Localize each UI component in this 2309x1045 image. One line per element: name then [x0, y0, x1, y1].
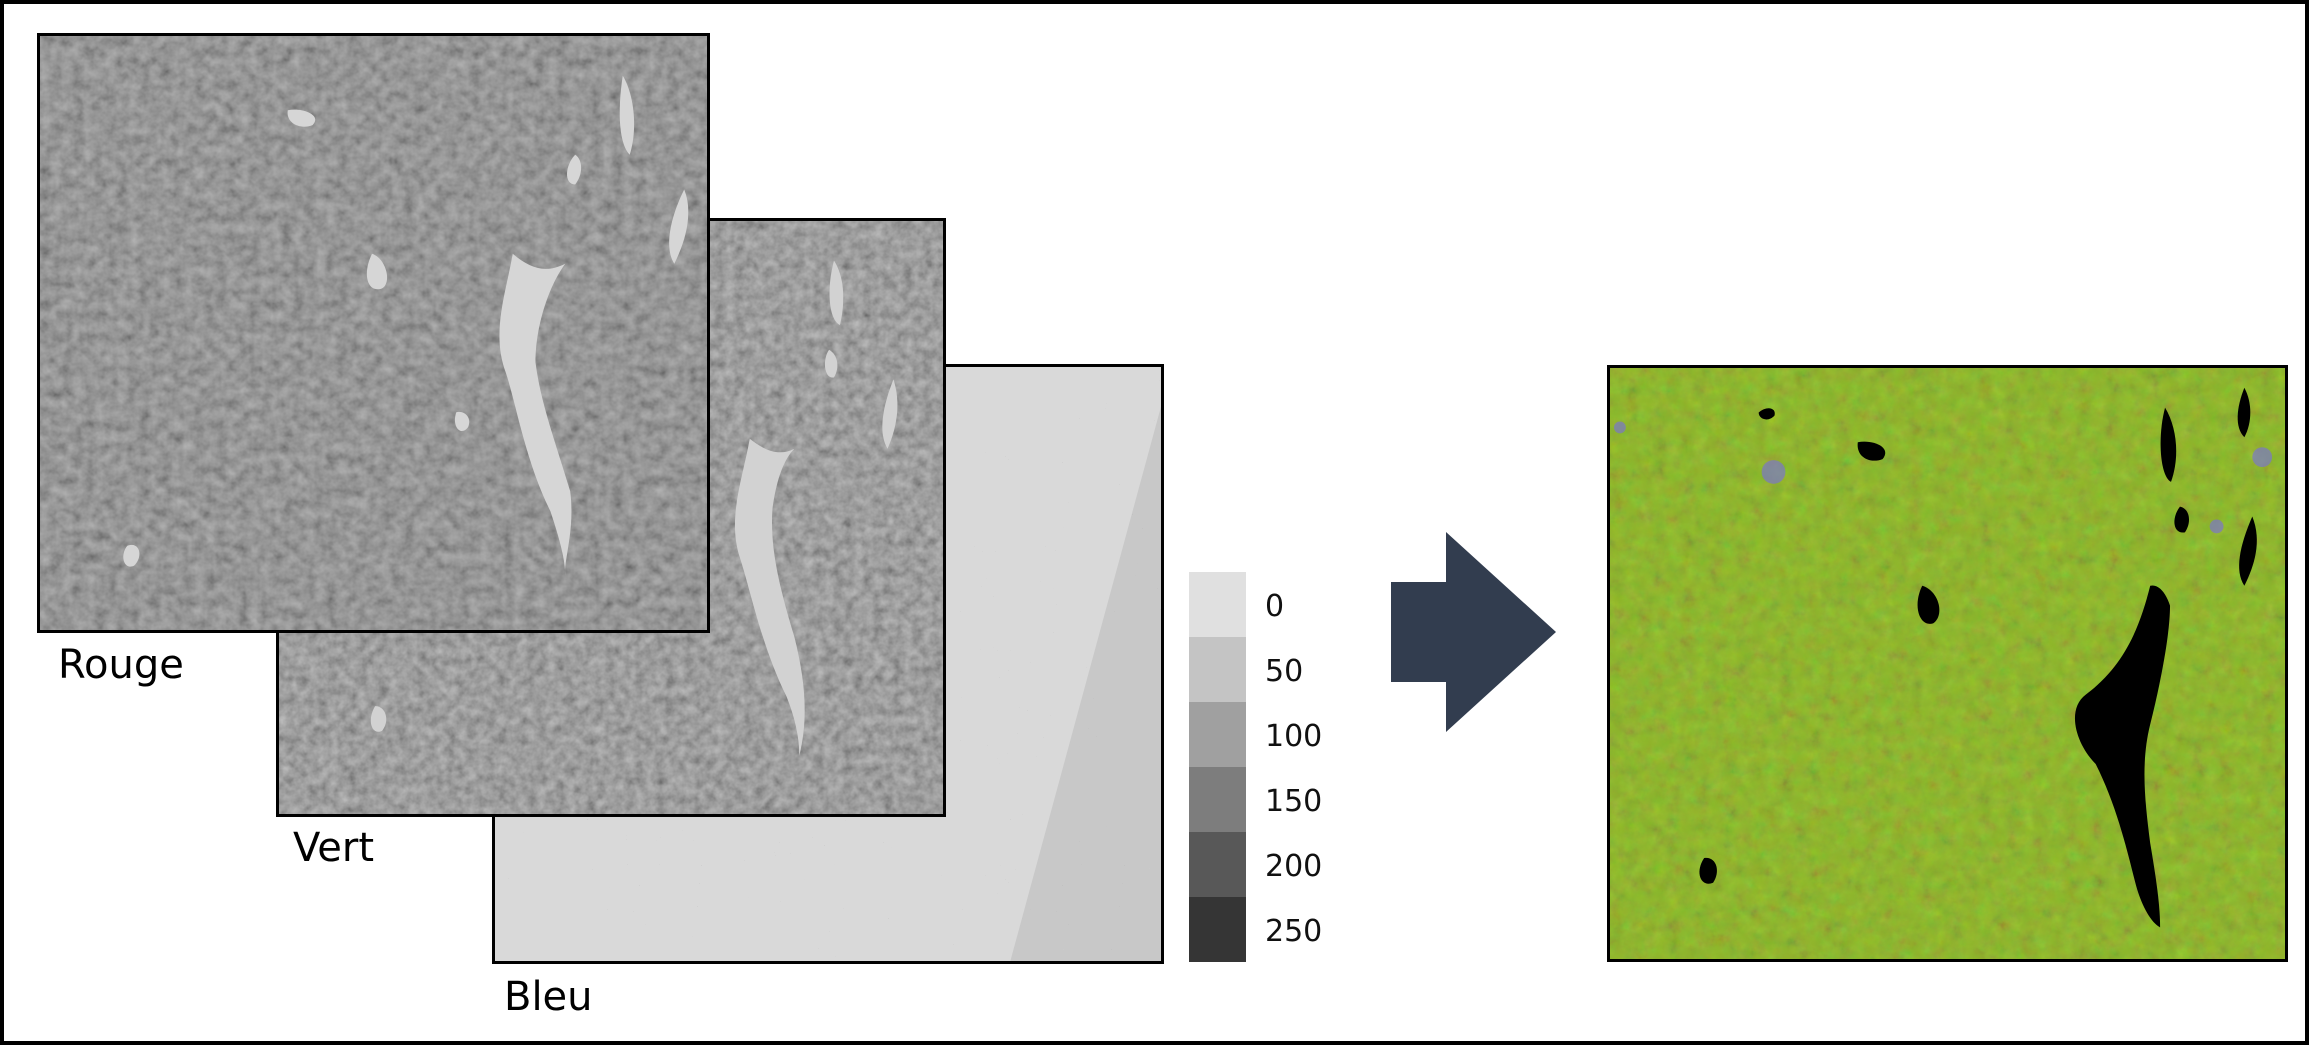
legend-swatch [1189, 637, 1246, 702]
band-label-green: Vert [293, 825, 374, 871]
legend-label: 250 [1265, 914, 1323, 949]
band-image-red [37, 33, 710, 633]
legend-label: 200 [1265, 849, 1323, 884]
composite-image [1607, 365, 2288, 962]
band-label-red: Rouge [58, 642, 184, 688]
legend-swatch [1189, 897, 1246, 962]
legend-label: 150 [1265, 784, 1323, 819]
legend-label: 100 [1265, 719, 1323, 754]
legend-swatch [1189, 572, 1246, 637]
right-arrow-icon [1391, 532, 1556, 732]
legend-swatch [1189, 832, 1246, 897]
band-label-blue: Bleu [504, 974, 593, 1020]
legend-swatch [1189, 702, 1246, 767]
legend-label: 0 [1265, 589, 1285, 624]
value-legend [1189, 572, 1249, 962]
legend-label: 50 [1265, 654, 1304, 689]
legend-swatch [1189, 767, 1246, 832]
